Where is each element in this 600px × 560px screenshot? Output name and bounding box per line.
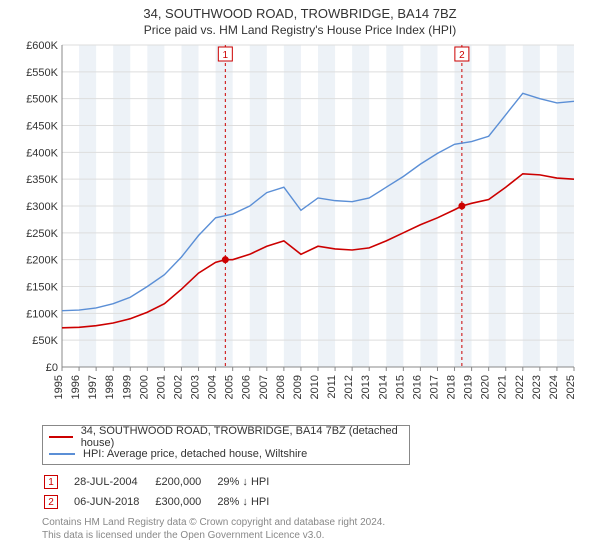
marker-badge-1: 1 bbox=[44, 475, 58, 489]
line-chart-svg: £0 £50K £100K £150K £200K £250K £300K £350K £400… bbox=[20, 39, 580, 419]
svg-text:1997: 1997 bbox=[87, 375, 99, 399]
legend-label-property: 34, SOUTHWOOD ROAD, TROWBRIDGE, BA14 7BZ… bbox=[81, 425, 403, 449]
svg-text:£300K: £300K bbox=[26, 201, 58, 213]
svg-text:£600K: £600K bbox=[26, 40, 58, 52]
svg-text:2018: 2018 bbox=[446, 375, 458, 399]
svg-text:£350K: £350K bbox=[26, 174, 58, 186]
svg-text:2015: 2015 bbox=[394, 375, 406, 399]
attribution-line2: This data is licensed under the Open Gov… bbox=[42, 530, 600, 543]
chart-container: 34, SOUTHWOOD ROAD, TROWBRIDGE, BA14 7BZ… bbox=[0, 0, 600, 542]
title-block: 34, SOUTHWOOD ROAD, TROWBRIDGE, BA14 7BZ… bbox=[0, 0, 600, 39]
svg-text:£250K: £250K bbox=[26, 228, 58, 240]
marker-badge-2: 2 bbox=[44, 495, 58, 509]
svg-text:2008: 2008 bbox=[275, 375, 287, 399]
svg-text:£450K: £450K bbox=[26, 121, 58, 133]
svg-text:£500K: £500K bbox=[26, 94, 58, 106]
svg-text:1999: 1999 bbox=[121, 375, 133, 399]
markers-table: 1 28-JUL-2004 £200,000 29% ↓ HPI 2 06-JU… bbox=[42, 471, 285, 513]
svg-text:2023: 2023 bbox=[531, 375, 543, 399]
svg-text:2000: 2000 bbox=[138, 375, 150, 399]
svg-text:2024: 2024 bbox=[548, 375, 560, 399]
svg-text:2025: 2025 bbox=[565, 375, 577, 399]
svg-text:£150K: £150K bbox=[26, 282, 58, 294]
svg-text:1995: 1995 bbox=[53, 375, 65, 399]
marker-price: £300,000 bbox=[155, 493, 215, 511]
svg-text:£400K: £400K bbox=[26, 147, 58, 159]
svg-text:2019: 2019 bbox=[463, 375, 475, 399]
marker-price: £200,000 bbox=[155, 473, 215, 491]
svg-text:2002: 2002 bbox=[172, 375, 184, 399]
legend-row-property: 34, SOUTHWOOD ROAD, TROWBRIDGE, BA14 7BZ… bbox=[49, 428, 403, 445]
svg-text:£0: £0 bbox=[46, 362, 58, 374]
svg-text:2009: 2009 bbox=[292, 375, 304, 399]
marker-row: 2 06-JUN-2018 £300,000 28% ↓ HPI bbox=[44, 493, 283, 511]
svg-text:£550K: £550K bbox=[26, 67, 58, 79]
svg-text:2017: 2017 bbox=[428, 375, 440, 399]
svg-text:£100K: £100K bbox=[26, 308, 58, 320]
svg-text:2020: 2020 bbox=[480, 375, 492, 399]
svg-text:2006: 2006 bbox=[241, 375, 253, 399]
svg-text:2011: 2011 bbox=[326, 375, 338, 399]
svg-text:2014: 2014 bbox=[377, 375, 389, 399]
marker-diff: 29% ↓ HPI bbox=[217, 473, 283, 491]
svg-text:2007: 2007 bbox=[258, 375, 270, 399]
svg-text:2013: 2013 bbox=[360, 375, 372, 399]
legend: 34, SOUTHWOOD ROAD, TROWBRIDGE, BA14 7BZ… bbox=[42, 425, 410, 465]
marker-diff: 28% ↓ HPI bbox=[217, 493, 283, 511]
title-main: 34, SOUTHWOOD ROAD, TROWBRIDGE, BA14 7BZ bbox=[0, 6, 600, 21]
svg-text:2016: 2016 bbox=[411, 375, 423, 399]
legend-swatch-hpi bbox=[49, 453, 75, 455]
attribution-line1: Contains HM Land Registry data © Crown c… bbox=[42, 517, 600, 530]
marker-row: 1 28-JUL-2004 £200,000 29% ↓ HPI bbox=[44, 473, 283, 491]
title-sub: Price paid vs. HM Land Registry's House … bbox=[0, 23, 600, 37]
marker-date: 06-JUN-2018 bbox=[74, 493, 153, 511]
attribution: Contains HM Land Registry data © Crown c… bbox=[42, 517, 600, 542]
svg-text:£200K: £200K bbox=[26, 255, 58, 267]
svg-text:2012: 2012 bbox=[343, 375, 355, 399]
svg-text:2001: 2001 bbox=[155, 375, 167, 399]
svg-text:1: 1 bbox=[223, 50, 229, 61]
svg-text:2022: 2022 bbox=[514, 375, 526, 399]
svg-text:1996: 1996 bbox=[70, 375, 82, 399]
svg-text:2: 2 bbox=[459, 50, 465, 61]
svg-text:2010: 2010 bbox=[309, 375, 321, 399]
svg-text:2003: 2003 bbox=[190, 375, 202, 399]
plot-area: £0 £50K £100K £150K £200K £250K £300K £350K £400… bbox=[20, 39, 580, 419]
svg-text:2004: 2004 bbox=[207, 375, 219, 399]
marker-date: 28-JUL-2004 bbox=[74, 473, 153, 491]
svg-text:2005: 2005 bbox=[224, 375, 236, 399]
legend-label-hpi: HPI: Average price, detached house, Wilt… bbox=[83, 448, 307, 460]
svg-text:2021: 2021 bbox=[497, 375, 509, 399]
legend-swatch-property bbox=[49, 436, 73, 438]
svg-text:£50K: £50K bbox=[32, 335, 58, 347]
svg-text:1998: 1998 bbox=[104, 375, 116, 399]
